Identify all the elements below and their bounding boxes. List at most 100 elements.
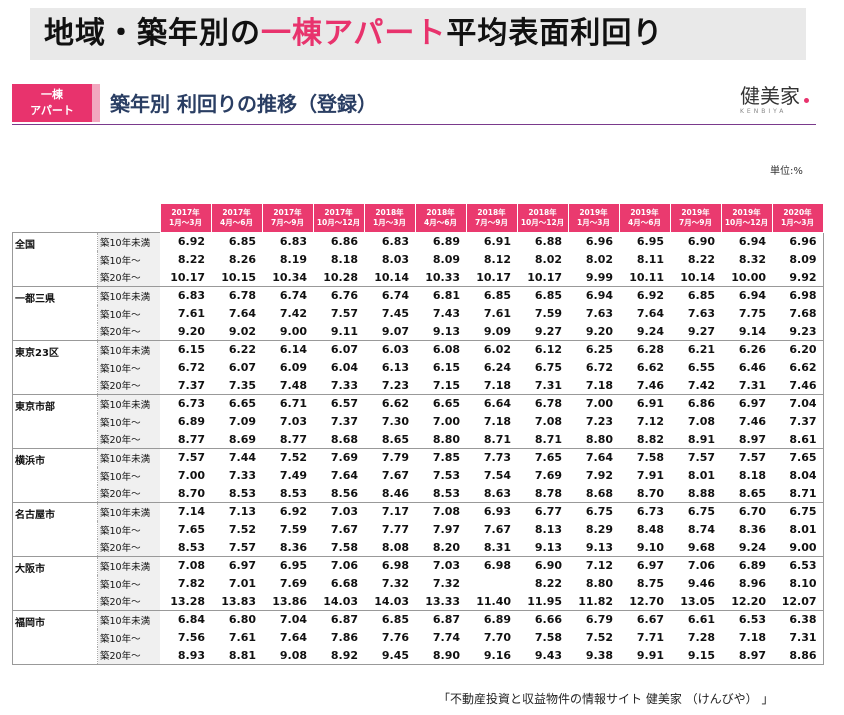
yield-cell: 9.46	[687, 577, 715, 590]
yield-cell: 6.68	[330, 577, 358, 590]
yield-cell: 8.96	[738, 577, 766, 590]
yield-cell: 7.31	[721, 376, 772, 395]
yield-cell: 10.00	[721, 268, 772, 287]
yield-cell: 8.18	[330, 253, 358, 266]
column-year: 2019年	[681, 208, 710, 217]
yield-cell: 8.80	[585, 577, 613, 590]
column-header: 2020年 1月～3月	[771, 203, 824, 233]
age-category-label: 築10年～	[97, 250, 160, 269]
yield-cell: 6.14	[262, 340, 313, 359]
yield-cell: 6.80	[211, 610, 262, 629]
column-period: 7月～9月	[475, 218, 508, 227]
yield-cell: 8.91	[670, 430, 721, 449]
yield-cell: 7.01	[228, 577, 256, 590]
yield-cell: 8.69	[211, 430, 262, 449]
yield-cell: 8.71	[517, 430, 568, 449]
yield-cell: 7.32	[432, 577, 460, 590]
yield-cell: 6.75	[534, 361, 562, 374]
column-header: 2017年 7月～9月	[261, 203, 314, 233]
yield-cell: 7.04	[772, 394, 824, 413]
yield-cell: 7.06	[670, 556, 721, 575]
yield-cell: 13.33	[415, 592, 466, 611]
yield-cell: 7.57	[160, 448, 211, 467]
column-period: 7月～9月	[679, 218, 712, 227]
yield-cell: 7.68	[772, 304, 824, 323]
yield-cell: 6.86	[313, 232, 364, 251]
yield-cell: 7.08	[415, 502, 466, 521]
yield-cell: 6.20	[772, 340, 824, 359]
yield-cell: 9.00	[262, 322, 313, 341]
yield-cell: 7.03	[313, 502, 364, 521]
yield-cell: 6.84	[160, 610, 211, 629]
table-row: 築10年～ 7.82 7.01 7.69 6.68 7.32 7.32 8.22 8.80 8.7…	[13, 574, 824, 593]
yield-cell: 6.83	[262, 232, 313, 251]
yield-cell: 6.74	[262, 286, 313, 305]
yield-cell: 6.66	[517, 610, 568, 629]
yield-cell: 7.33	[228, 469, 256, 482]
yield-cell: 7.67	[381, 469, 409, 482]
table-row: 築20年～ 9.20 9.02 9.00 9.11 9.07 9.13 9.09 9.27 9.2…	[13, 322, 824, 341]
yield-cell: 7.03	[279, 415, 307, 428]
yield-cell: 8.20	[415, 538, 466, 557]
column-header: 2017年 1月～3月	[159, 203, 212, 233]
yield-cell: 7.63	[687, 307, 715, 320]
yield-cell: 7.56	[177, 631, 205, 644]
region-label: 一都三県	[12, 286, 98, 341]
yield-cell: 7.58	[619, 448, 670, 467]
yield-table: 2017年 1月～3月 2017年 4月～6月 2017年 7月～9月 2017年 10月～1…	[12, 203, 824, 665]
yield-cell: 8.90	[415, 646, 466, 665]
logo-subtext: KENBIYA	[740, 108, 787, 115]
yield-cell: 8.22	[534, 577, 562, 590]
column-header: 2018年 7月～9月	[465, 203, 518, 233]
yield-cell: 7.18	[466, 376, 517, 395]
yield-cell: 6.08	[415, 340, 466, 359]
table-row: 一都三県 築10年未満 6.83 6.78 6.74 6.76 6.74 6.81 6.85 6.…	[12, 286, 824, 341]
age-category-label: 築10年未満	[97, 610, 160, 629]
yield-cell: 7.59	[279, 523, 307, 536]
table-row: 築20年～ 10.17 10.15 10.34 10.28 10.14 10.33 10.17…	[13, 268, 824, 287]
yield-cell: 7.08	[687, 415, 715, 428]
yield-cell: 13.83	[211, 592, 262, 611]
yield-cell: 6.73	[619, 502, 670, 521]
yield-cell: 9.15	[670, 646, 721, 665]
yield-cell: 6.85	[211, 232, 262, 251]
yield-cell: 6.65	[415, 394, 466, 413]
yield-cell: 6.86	[670, 394, 721, 413]
yield-cell: 8.61	[772, 430, 824, 449]
yield-cell	[466, 575, 517, 593]
yield-cell: 10.33	[415, 268, 466, 287]
yield-cell: 7.64	[279, 631, 307, 644]
column-header: 2019年 4月～6月	[618, 203, 671, 233]
yield-cell: 8.01	[687, 469, 715, 482]
yield-cell: 6.15	[432, 361, 460, 374]
age-category-label: 築10年～	[97, 466, 160, 485]
yield-cell: 7.65	[772, 448, 824, 467]
age-category-label: 築20年～	[97, 484, 160, 503]
yield-cell: 11.82	[568, 592, 619, 611]
yield-cell: 7.49	[279, 469, 307, 482]
column-year: 2018年	[426, 208, 455, 217]
column-year: 2018年	[477, 208, 506, 217]
logo-text: 健美家	[740, 84, 800, 108]
yield-cell: 7.85	[415, 448, 466, 467]
yield-cell: 7.64	[636, 307, 664, 320]
yield-cell: 8.93	[160, 646, 211, 665]
yield-cell: 6.87	[313, 610, 364, 629]
yield-cell: 7.18	[483, 415, 511, 428]
age-category-label: 築20年～	[97, 592, 160, 611]
age-category-label: 築10年～	[97, 304, 160, 323]
yield-cell: 8.31	[466, 538, 517, 557]
yield-cell: 8.13	[534, 523, 562, 536]
yield-cell: 6.85	[670, 286, 721, 305]
yield-cell: 6.65	[211, 394, 262, 413]
column-period: 4月～6月	[220, 218, 253, 227]
yield-cell: 8.02	[585, 253, 613, 266]
yield-cell: 9.13	[568, 538, 619, 557]
yield-cell: 10.14	[364, 268, 415, 287]
yield-cell: 7.42	[279, 307, 307, 320]
age-category-label: 築10年未満	[97, 556, 160, 575]
yield-cell: 6.75	[670, 502, 721, 521]
column-period: 7月～9月	[271, 218, 304, 227]
yield-cell: 7.53	[432, 469, 460, 482]
yield-cell: 6.28	[619, 340, 670, 359]
